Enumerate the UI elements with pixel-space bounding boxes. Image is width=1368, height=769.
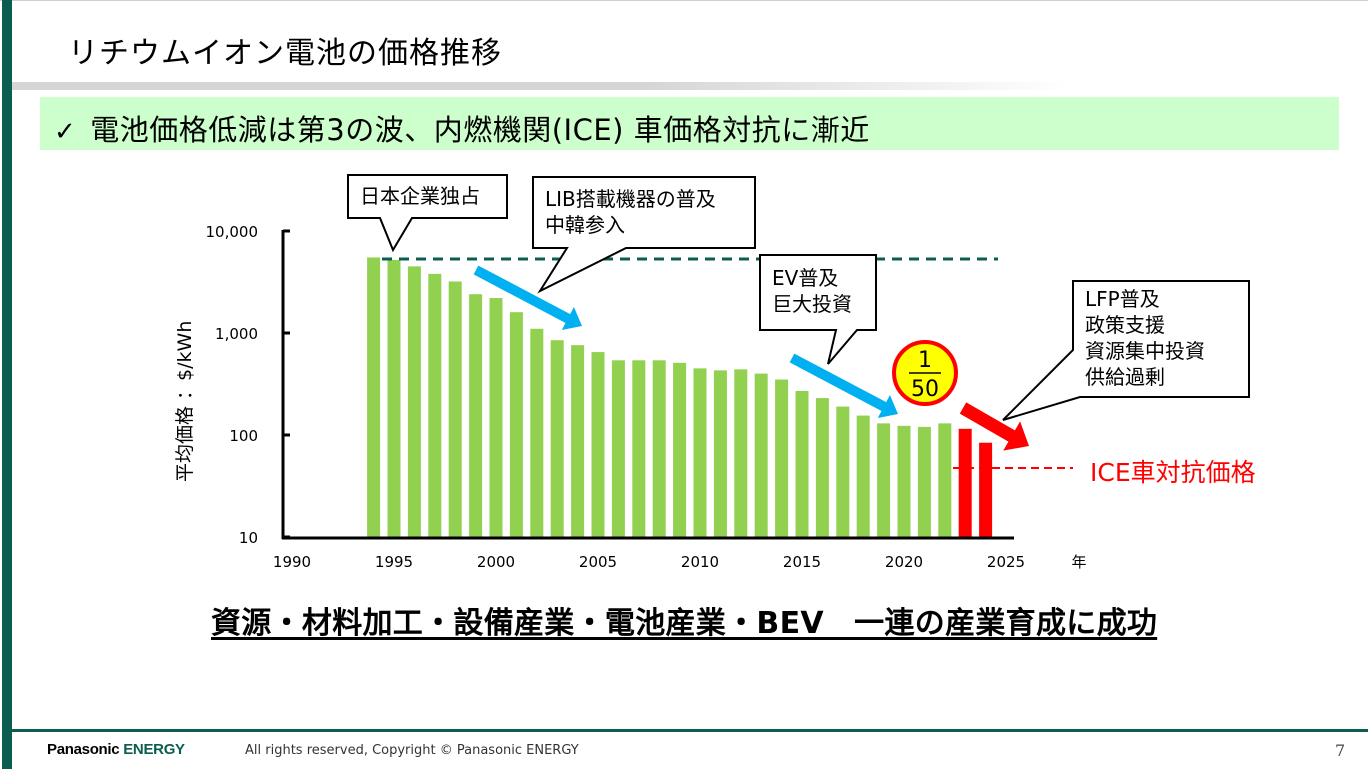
svg-text:100: 100	[229, 427, 258, 445]
axes: 10,000 1,000 100 10 1990 1995 2000 2005 2010 2015…	[206, 223, 1087, 571]
bar-2014	[775, 379, 789, 537]
callout-line: 中韓参入	[545, 213, 625, 237]
svg-text:1: 1	[918, 348, 932, 373]
bar-2012	[734, 369, 748, 537]
key-message-banner: ✓ 電池価格低減は第3の波、内燃機関(ICE) 車価格対抗に漸近	[40, 97, 1339, 150]
bar-1997	[428, 273, 442, 537]
bar-1996	[407, 266, 421, 537]
bar-2022	[938, 423, 952, 537]
svg-text:10: 10	[239, 529, 258, 547]
bar-2023	[958, 428, 972, 537]
bar-2016	[815, 398, 829, 537]
bar-1998	[448, 281, 462, 537]
svg-text:1990: 1990	[273, 553, 311, 571]
bar-1995	[387, 259, 401, 537]
bar-2008	[652, 360, 666, 537]
callout-line: LIB搭載機器の普及	[545, 187, 716, 211]
page-number: 7	[1335, 741, 1346, 760]
bar-2007	[632, 360, 646, 537]
bar-2000	[489, 298, 503, 537]
svg-text:2015: 2015	[783, 553, 821, 571]
bar-2003	[550, 340, 564, 537]
bar-2005	[591, 352, 605, 537]
one-fiftieth-badge: 150	[892, 340, 958, 406]
banner-message: 電池価格低減は第3の波、内燃機関(ICE) 車価格対抗に漸近	[90, 113, 870, 147]
title-divider	[12, 82, 1072, 90]
bar-2013	[754, 373, 768, 537]
callout-ev-adoption: EV普及 巨大投資	[772, 265, 852, 317]
callout-line: LFP普及	[1085, 287, 1160, 311]
callout-lfp-adoption: LFP普及 政策支援 資源集中投資 供給過剰	[1085, 286, 1205, 390]
trend-arrows	[473, 265, 1029, 451]
svg-text:2010: 2010	[681, 553, 719, 571]
bar-2001	[509, 312, 523, 537]
callout-line: EV普及	[772, 266, 839, 290]
bar-series	[367, 257, 993, 537]
bar-2018	[856, 415, 870, 537]
callout-line: 巨大投資	[772, 292, 852, 316]
summary-statement: 資源・材料加工・設備産業・電池産業・BEV 一連の産業育成に成功	[211, 606, 1158, 641]
slide-title: リチウムイオン電池の価格推移	[68, 36, 502, 71]
callout-shapes	[347, 174, 1250, 421]
bar-2011	[713, 370, 727, 537]
footer-divider	[12, 729, 1368, 732]
callout-line: 供給過剰	[1085, 365, 1165, 389]
bar-2009	[673, 362, 687, 537]
svg-text:1995: 1995	[375, 553, 413, 571]
svg-text:2020: 2020	[885, 553, 923, 571]
svg-text:2005: 2005	[579, 553, 617, 571]
callout-japan-monopoly: 日本企業独占	[360, 183, 480, 209]
bar-1999	[469, 294, 483, 537]
svg-text:1,000: 1,000	[215, 325, 258, 343]
bar-2024	[979, 442, 993, 537]
bar-1994	[367, 257, 381, 537]
callout-lib-adoption: LIB搭載機器の普及 中韓参入	[545, 186, 716, 238]
bar-2006	[611, 360, 625, 537]
callout-line: 日本企業独占	[360, 184, 480, 208]
reference-lines	[382, 257, 1073, 469]
bar-2017	[836, 406, 850, 537]
bar-2010	[693, 368, 707, 537]
banner-text-wrap: ✓ 電池価格低減は第3の波、内燃機関(ICE) 車価格対抗に漸近	[54, 107, 870, 149]
callout-line: 政策支援	[1085, 313, 1165, 337]
bar-2015	[795, 391, 809, 537]
top-border	[0, 0, 1368, 1]
svg-text:2000: 2000	[477, 553, 515, 571]
ice-price-label: ICE車対抗価格	[1090, 458, 1256, 487]
brand-name: Panasonic	[47, 741, 120, 758]
check-icon: ✓	[54, 117, 77, 147]
brand-accent: ENERGY	[123, 741, 185, 758]
brand-logo: Panasonic ENERGY	[47, 741, 185, 758]
brand-side-bar	[2, 0, 12, 769]
callout-line: 資源集中投資	[1085, 339, 1205, 363]
bar-2004	[571, 345, 585, 537]
bar-2021	[917, 426, 931, 537]
svg-text:2025: 2025	[987, 553, 1025, 571]
svg-text:年: 年	[1071, 553, 1086, 571]
bar-2020	[897, 425, 911, 537]
bar-2019	[877, 423, 891, 537]
svg-text:10,000: 10,000	[206, 223, 259, 241]
copyright-text: All rights reserved, Copyright © Panason…	[245, 743, 579, 758]
bar-2002	[530, 328, 544, 537]
svg-text:50: 50	[911, 377, 939, 402]
y-axis-label: 平均価格 ：$/kWh	[174, 320, 196, 482]
